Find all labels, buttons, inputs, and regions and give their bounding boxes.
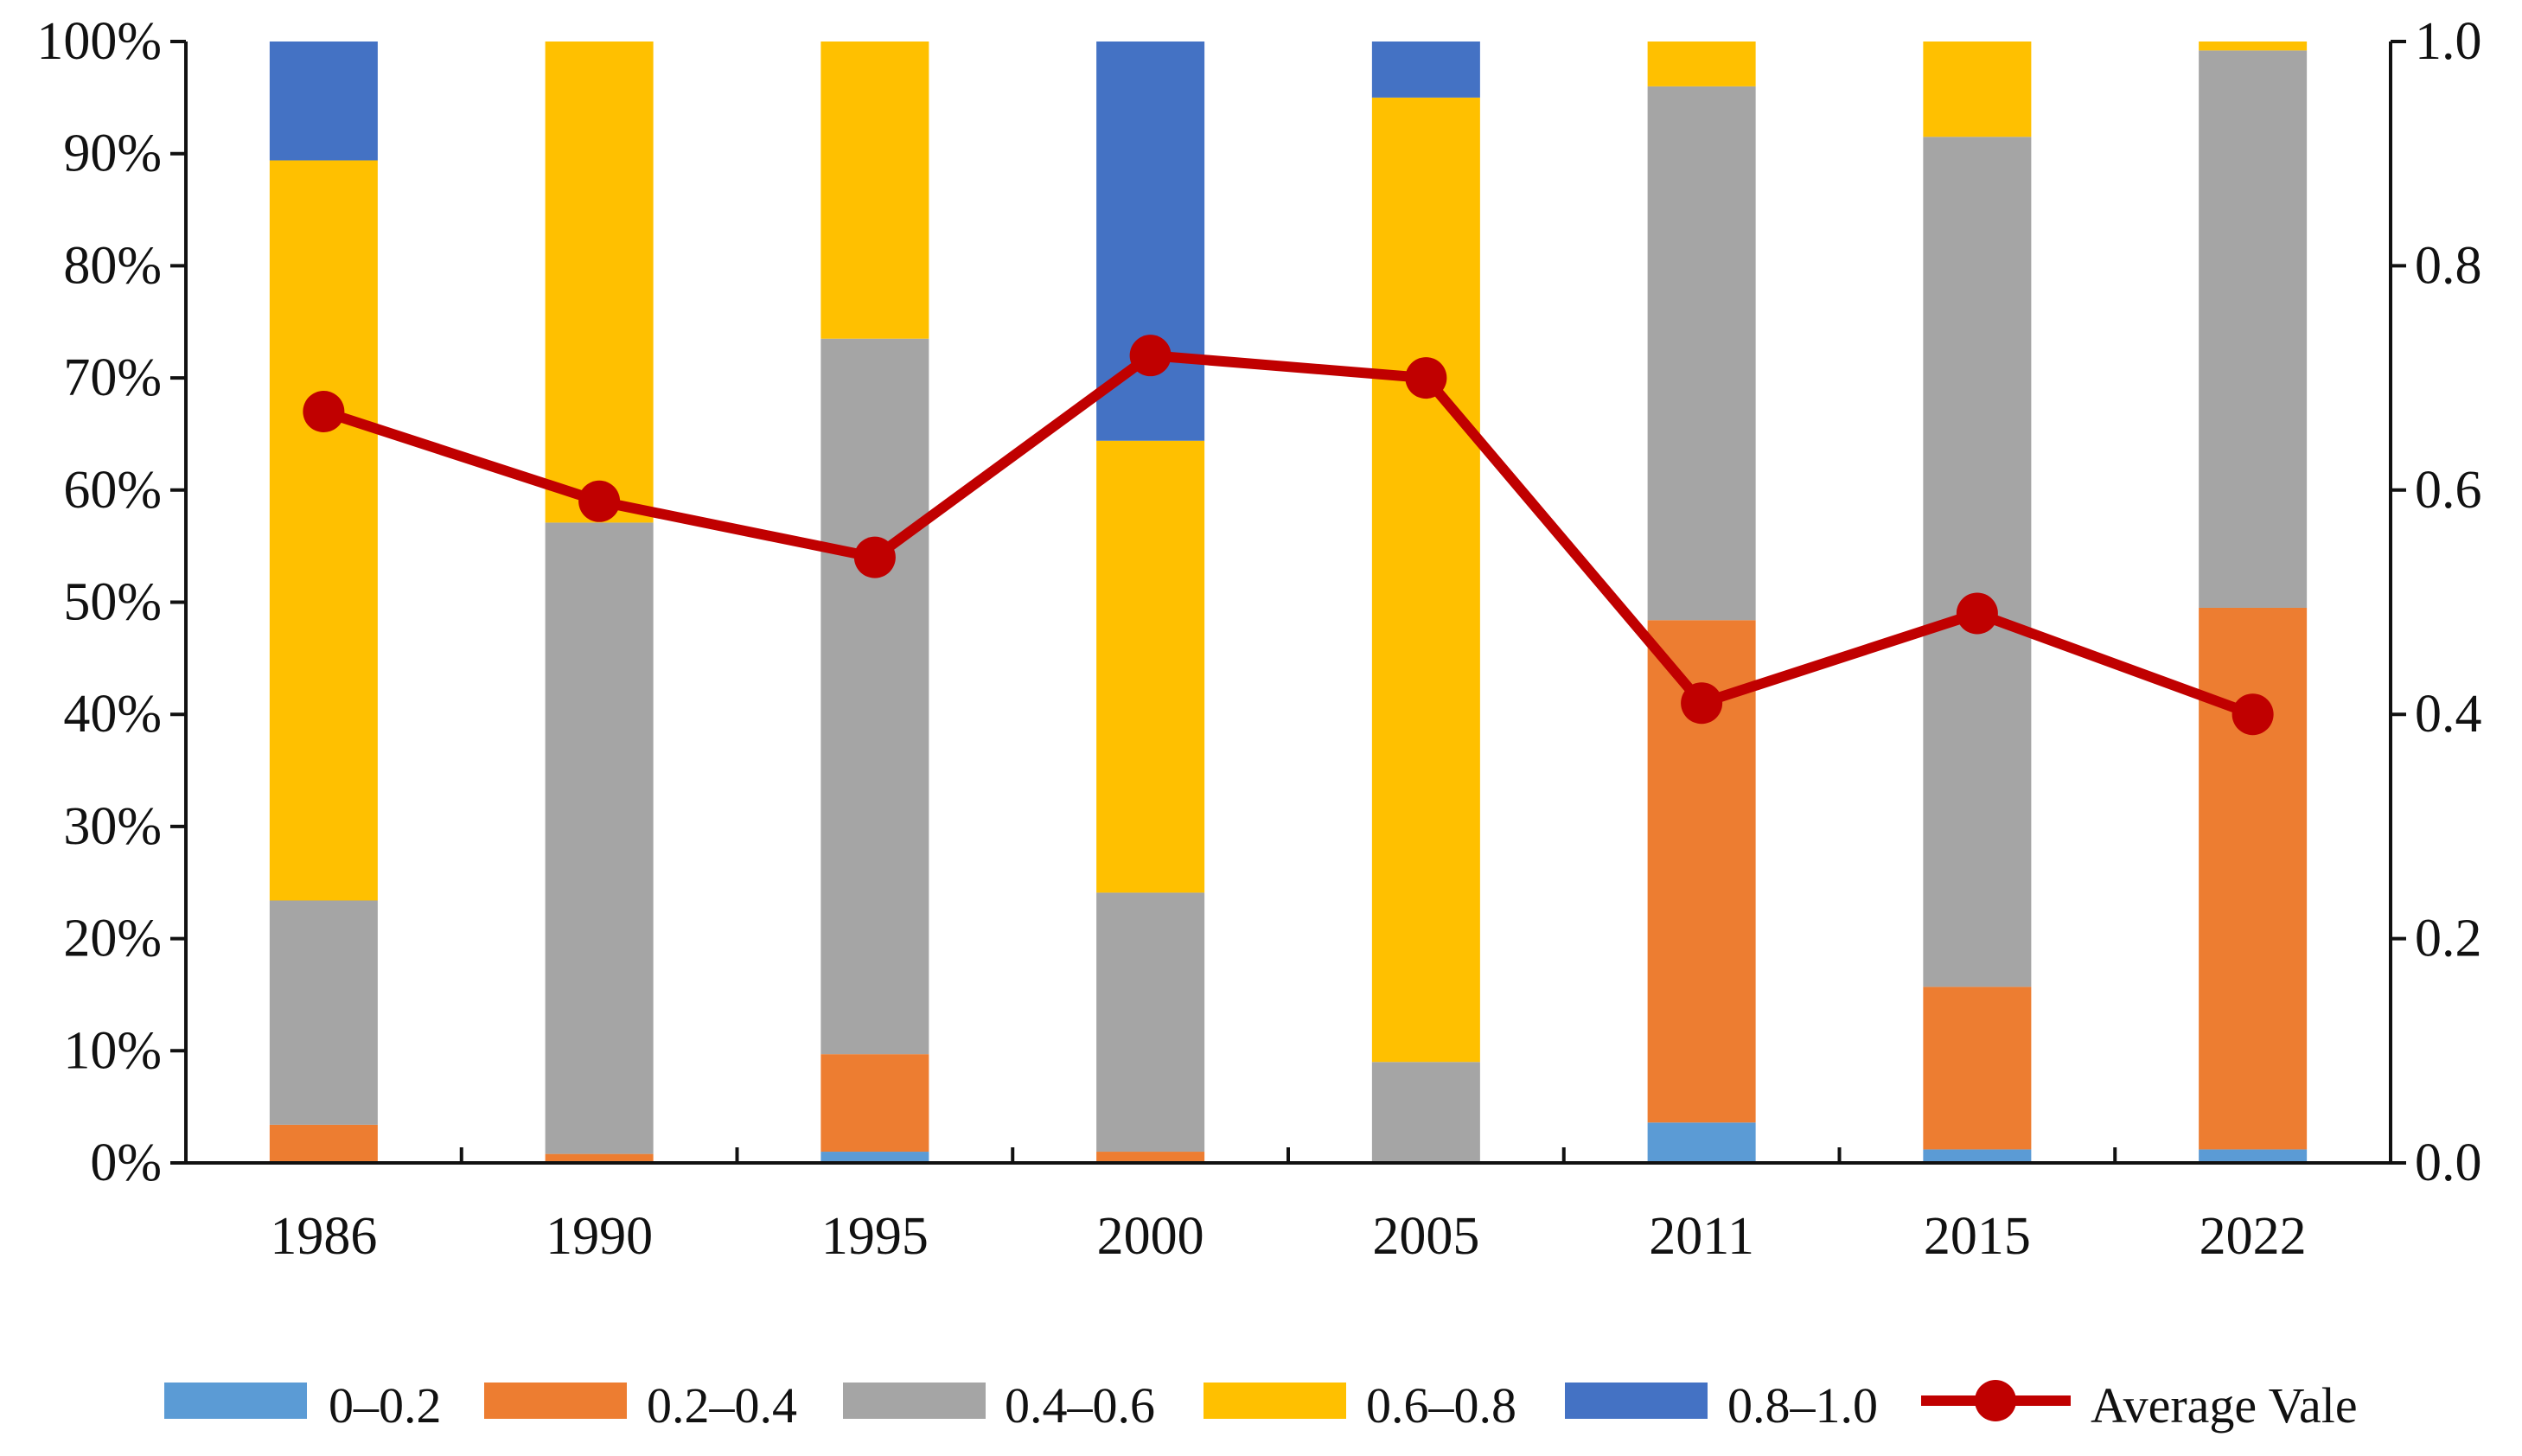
bar-segment-2000-s1 bbox=[1096, 1152, 1205, 1163]
bar-segment-2000-s3 bbox=[1096, 440, 1205, 893]
bar-segment-2011-s0 bbox=[1647, 1122, 1756, 1163]
bar-segment-2015-s2 bbox=[1923, 137, 2032, 987]
left-tick-label: 0% bbox=[90, 1134, 162, 1192]
legend-swatch-s1 bbox=[484, 1383, 627, 1419]
left-tick-label: 30% bbox=[63, 797, 162, 856]
right-tick-label: 0.8 bbox=[2415, 236, 2482, 295]
bar-segment-2015-s1 bbox=[1923, 987, 2032, 1150]
average-point-1990 bbox=[578, 480, 621, 522]
bar-segments bbox=[269, 42, 2308, 1163]
left-tick-label: 70% bbox=[63, 348, 162, 407]
x-tick-label-2022: 2022 bbox=[2200, 1207, 2307, 1266]
bar-segment-2005-s4 bbox=[1371, 42, 1480, 98]
bar-segment-1986-s4 bbox=[269, 42, 378, 161]
bar-segment-2022-s3 bbox=[2199, 42, 2308, 51]
bar-segment-2022-s2 bbox=[2199, 50, 2308, 608]
right-tick-label: 0.2 bbox=[2415, 910, 2482, 968]
average-point-1986 bbox=[303, 391, 345, 433]
left-tick-label: 80% bbox=[63, 236, 162, 295]
bar-segment-1990-s1 bbox=[545, 1153, 654, 1163]
bar-segment-1986-s2 bbox=[269, 900, 378, 1125]
bar-segment-1986-s1 bbox=[269, 1124, 378, 1163]
left-tick-label: 50% bbox=[63, 573, 162, 632]
legend-label-s0: 0–0.2 bbox=[329, 1377, 442, 1434]
bar-segment-2011-s2 bbox=[1647, 86, 1756, 621]
average-line bbox=[322, 350, 2255, 719]
average-point-2022 bbox=[2231, 693, 2274, 736]
average-point-2015 bbox=[1956, 592, 1998, 635]
x-tick-label-1986: 1986 bbox=[270, 1207, 377, 1266]
right-tick-label: 0.4 bbox=[2415, 685, 2482, 744]
bar-segment-2015-s3 bbox=[1923, 42, 2032, 137]
left-tick-label: 90% bbox=[63, 125, 162, 183]
left-tick-label: 100% bbox=[36, 12, 162, 71]
x-tick-label-1995: 1995 bbox=[821, 1207, 929, 1266]
x-tick-label-2015: 2015 bbox=[1924, 1207, 2031, 1266]
average-point-1995 bbox=[853, 536, 896, 578]
legend-label-s2: 0.4–0.6 bbox=[1005, 1377, 1155, 1434]
legend-swatch-s3 bbox=[1204, 1383, 1346, 1419]
average-point-2000 bbox=[1129, 335, 1172, 377]
bar-segment-2022-s1 bbox=[2199, 607, 2308, 1150]
legend: 0–0.2 0.2–0.4 0.4–0.6 0.6–0.8 0.8–1.0 Average… bbox=[164, 1377, 2358, 1434]
legend-swatch-s0 bbox=[164, 1383, 307, 1419]
left-tick-label: 10% bbox=[63, 1021, 162, 1080]
left-tick-label: 60% bbox=[63, 461, 162, 520]
bar-segment-2005-s2 bbox=[1371, 1062, 1480, 1163]
average-line-layer bbox=[303, 335, 2274, 736]
right-tick-label: 0.0 bbox=[2415, 1134, 2482, 1192]
bar-segment-1990-s2 bbox=[545, 522, 654, 1154]
average-point-2011 bbox=[1681, 682, 1723, 725]
bar-segment-2022-s0 bbox=[2199, 1149, 2308, 1163]
bar-segment-2015-s0 bbox=[1923, 1149, 2032, 1163]
bar-segment-1995-s3 bbox=[820, 42, 929, 339]
legend-label-s3: 0.6–0.8 bbox=[1366, 1377, 1516, 1434]
legend-label-average: Average Vale bbox=[2091, 1377, 2358, 1434]
bar-segment-1986-s3 bbox=[269, 160, 378, 901]
bar-segment-2011-s3 bbox=[1647, 42, 1756, 86]
legend-swatch-s4 bbox=[1565, 1383, 1708, 1419]
bar-segment-1990-s3 bbox=[545, 42, 654, 523]
left-tick-label: 40% bbox=[63, 685, 162, 744]
right-tick-label: 0.6 bbox=[2415, 461, 2482, 520]
right-tick-label: 1.0 bbox=[2415, 12, 2482, 71]
bar-segment-1995-s2 bbox=[820, 338, 929, 1055]
bar-segment-2000-s2 bbox=[1096, 892, 1205, 1153]
legend-label-s4: 0.8–1.0 bbox=[1727, 1377, 1878, 1434]
x-tick-label-1990: 1990 bbox=[546, 1207, 653, 1266]
bar-segment-2005-s3 bbox=[1371, 97, 1480, 1063]
average-point-2005 bbox=[1405, 357, 1447, 399]
legend-swatch-s2 bbox=[843, 1383, 986, 1419]
axes: 0% 10% 20% 30% 40% 50% 60% 70% 80% 90% 100% 0.0 0.2 0… bbox=[36, 12, 2481, 1266]
bar-segment-1995-s0 bbox=[820, 1152, 929, 1163]
x-tick-label-2005: 2005 bbox=[1372, 1207, 1479, 1266]
x-tick-label-2000: 2000 bbox=[1097, 1207, 1204, 1266]
legend-label-s1: 0.2–0.4 bbox=[647, 1377, 797, 1434]
x-tick-label-2011: 2011 bbox=[1649, 1207, 1754, 1266]
bar-segment-1995-s1 bbox=[820, 1054, 929, 1153]
left-tick-label: 20% bbox=[63, 910, 162, 968]
legend-line-marker bbox=[1975, 1380, 2016, 1421]
